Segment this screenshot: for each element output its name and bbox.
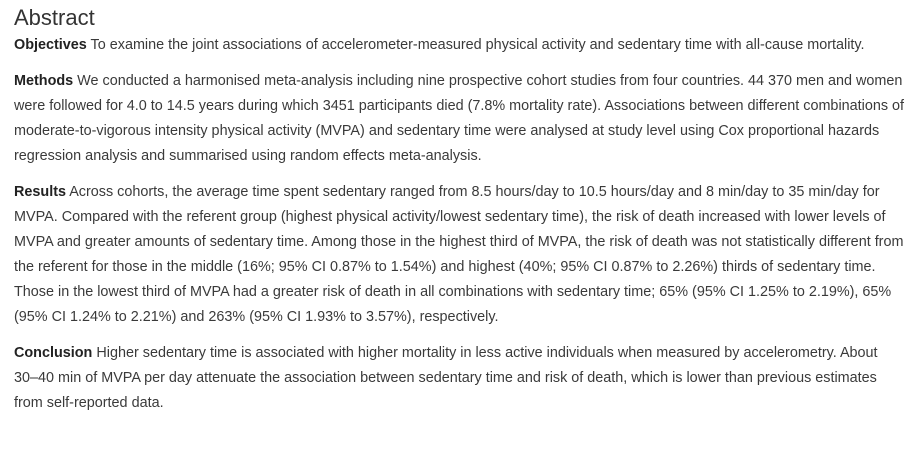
methods-label: Methods <box>14 73 74 89</box>
results-label: Results <box>14 184 66 200</box>
methods-text: We conducted a harmonised meta-analysis … <box>14 73 905 164</box>
results-text: Across cohorts, the average time spent s… <box>14 184 904 325</box>
methods-section: Methods We conducted a harmonised meta-a… <box>14 69 905 169</box>
results-section: Results Across cohorts, the average time… <box>14 180 905 330</box>
abstract-heading: Abstract <box>14 5 95 30</box>
conclusion-text: Higher sedentary time is associated with… <box>14 345 878 411</box>
conclusion-section: Conclusion Higher sedentary time is asso… <box>14 341 905 416</box>
objectives-text: To examine the joint associations of acc… <box>90 37 865 53</box>
objectives-section: Objectives To examine the joint associat… <box>14 33 905 58</box>
abstract-container: Abstract Objectives To examine the joint… <box>14 5 905 416</box>
objectives-label: Objectives <box>14 37 87 53</box>
conclusion-label: Conclusion <box>14 345 93 361</box>
